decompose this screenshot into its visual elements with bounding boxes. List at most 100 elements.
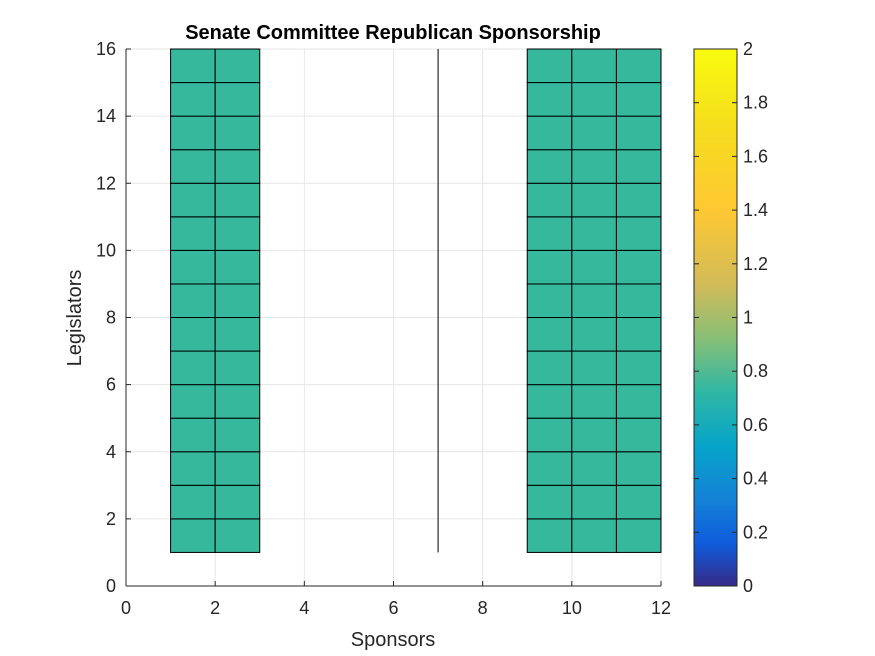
heatmap-cell	[526, 451, 573, 486]
colorbar-tick-label: 1	[743, 308, 753, 328]
heatmap-cell	[526, 317, 573, 352]
x-tick-label: 4	[299, 598, 309, 618]
colorbar-tick-label: 0.4	[743, 469, 768, 489]
heatmap-cell	[526, 518, 573, 553]
heatmap-cell	[615, 283, 662, 318]
heatmap-cell	[571, 484, 617, 520]
heatmap-cell	[214, 283, 261, 318]
x-tick-label: 2	[210, 598, 220, 618]
heatmap-cell	[571, 417, 617, 453]
x-tick-label: 8	[478, 598, 488, 618]
heatmap-cell	[571, 48, 617, 84]
heatmap-cell	[615, 249, 662, 285]
y-tick-label: 16	[96, 39, 116, 59]
y-axis-label: Legislators	[64, 270, 86, 367]
heatmap-cell	[526, 249, 573, 285]
heatmap-cell	[214, 518, 261, 553]
heatmap-cell	[615, 518, 662, 553]
heatmap-cell	[170, 417, 216, 453]
heatmap-cell	[571, 518, 617, 553]
heatmap-cell	[170, 82, 216, 117]
heatmap-cell	[214, 182, 261, 218]
heatmap-cell	[214, 115, 261, 151]
y-tick-label: 0	[106, 576, 116, 596]
colorbar-tick-label: 0.2	[743, 522, 768, 542]
heatmap-cell	[170, 317, 216, 352]
colorbar-ticks: 0 0.2 0.4 0.6 0.8 1 1.2 1.4 1.6 1.8 2	[694, 39, 768, 596]
colorbar-tick-label: 1.4	[743, 200, 768, 220]
heatmap-cell	[615, 384, 662, 419]
heatmap-cell	[170, 182, 216, 218]
heatmap-cell	[615, 216, 662, 251]
heatmap-cell	[526, 417, 573, 453]
heatmap-cell	[571, 283, 617, 318]
colorbar-tick-label: 2	[743, 39, 753, 59]
colorbar-tick-label: 0.6	[743, 415, 768, 435]
colorbar-tick-label: 1.2	[743, 254, 768, 274]
heatmap-cells	[170, 48, 662, 553]
heatmap-cell	[526, 216, 573, 251]
colorbar: 0 0.2 0.4 0.6 0.8 1 1.2 1.4 1.6 1.8 2	[693, 39, 768, 596]
heatmap-cell	[615, 350, 662, 386]
heatmap-cell	[615, 182, 662, 218]
heatmap-cell	[526, 484, 573, 520]
heatmap-cell	[571, 149, 617, 184]
y-tick-label: 8	[106, 308, 116, 328]
heatmap-cell	[170, 283, 216, 318]
colorbar-tick-label: 0	[743, 576, 753, 596]
heatmap-cell	[170, 484, 216, 520]
heatmap-cell	[571, 182, 617, 218]
heatmap-cell	[526, 82, 573, 117]
heatmap-cell	[571, 82, 617, 117]
chart-title: Senate Committee Republican Sponsorship	[185, 22, 601, 44]
heatmap-cell	[615, 115, 662, 151]
y-tick-label: 10	[96, 240, 116, 260]
heatmap-cell	[571, 216, 617, 251]
heatmap-cell	[571, 384, 617, 419]
heatmap-cell	[170, 451, 216, 486]
heatmap-cell	[214, 216, 261, 251]
y-tick-label: 6	[106, 375, 116, 395]
y-tick-label: 12	[96, 173, 116, 193]
heatmap-cell	[170, 216, 216, 251]
heatmap-cell	[526, 182, 573, 218]
y-tick-label: 4	[106, 442, 116, 462]
heatmap-cell	[571, 317, 617, 352]
heatmap-cell	[170, 518, 216, 553]
heatmap-cell	[214, 82, 261, 117]
heatmap-cell	[214, 317, 261, 352]
y-tick-label: 2	[106, 509, 116, 529]
y-tick-label: 14	[96, 106, 116, 126]
heatmap-cell	[214, 149, 261, 184]
heatmap-cell	[170, 48, 216, 84]
heatmap-cell	[170, 249, 216, 285]
heatmap-cell	[214, 384, 261, 419]
heatmap-cell	[214, 249, 261, 285]
heatmap-cell	[526, 149, 573, 184]
heatmap-cell	[214, 350, 261, 386]
x-axis-label: Sponsors	[351, 629, 436, 651]
heatmap-cell	[615, 417, 662, 453]
tick-labels: 0 2 4 6 8 10 12 0 2 4 6 8 10 12 14 16	[96, 39, 671, 618]
heatmap-cell	[571, 249, 617, 285]
colorbar-tick-label: 0.8	[743, 361, 768, 381]
colorbar-tick-label: 1.6	[743, 146, 768, 166]
heatmap-cell	[214, 48, 261, 84]
heatmap-cell	[571, 115, 617, 151]
heatmap-cell	[571, 350, 617, 386]
heatmap-cell	[571, 451, 617, 486]
x-tick-label: 6	[388, 598, 398, 618]
heatmap-cell	[214, 417, 261, 453]
x-tick-label: 10	[562, 598, 582, 618]
heatmap-cell	[170, 384, 216, 419]
heatmap-cell	[526, 384, 573, 419]
heatmap-cell	[526, 115, 573, 151]
heatmap-cell	[526, 350, 573, 386]
heatmap-cell	[615, 451, 662, 486]
heatmap-cell	[615, 48, 662, 84]
heatmap-cell	[214, 451, 261, 486]
heatmap-cell	[526, 283, 573, 318]
heatmap-cell	[615, 484, 662, 520]
